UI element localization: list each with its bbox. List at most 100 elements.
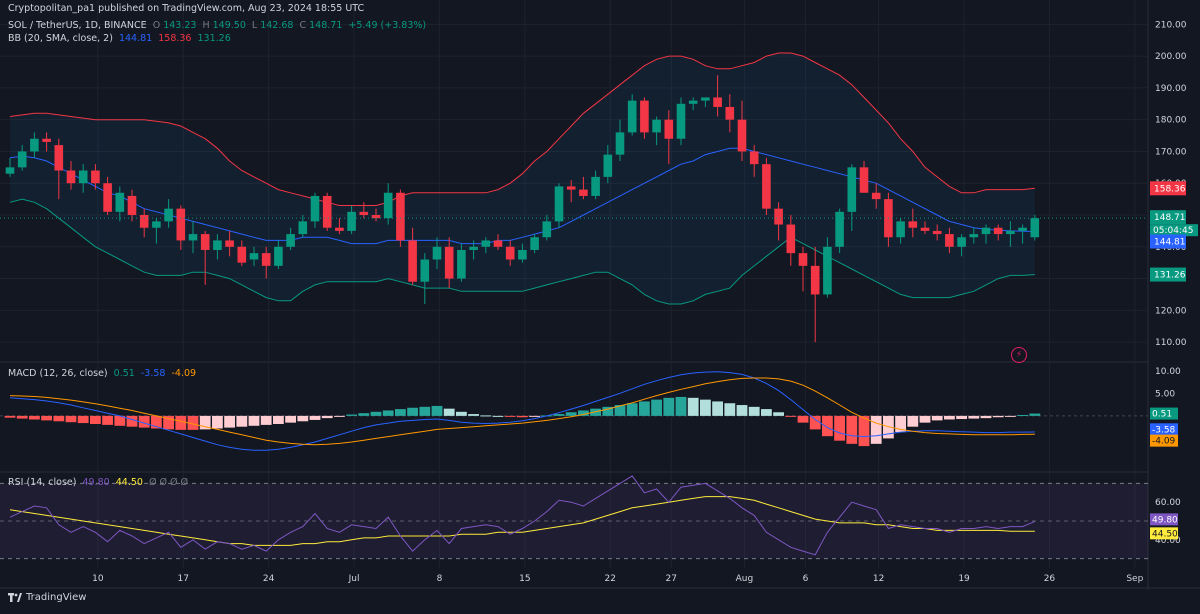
candle	[188, 234, 198, 241]
symbol-legend[interactable]: SOL / TetherUS, 1D, BINANCE O 143.23 H 149…	[8, 20, 427, 31]
candle	[127, 195, 137, 216]
bb-upper-line	[9, 52, 1035, 206]
candle	[835, 211, 844, 247]
candle	[78, 170, 88, 184]
candle	[1018, 227, 1027, 231]
candle	[286, 234, 295, 247]
candle	[249, 253, 259, 260]
candle	[164, 208, 173, 222]
macd-hist-bar	[248, 415, 260, 426]
macd-hist-bar	[114, 415, 126, 426]
candle	[847, 167, 857, 212]
bb-fill	[10, 52, 1035, 304]
price-tick-label-0: 110.00	[1155, 338, 1187, 348]
price-tick-label-10: 210.00	[1155, 20, 1187, 30]
candle	[30, 138, 39, 152]
candle	[493, 240, 503, 247]
bb-legend[interactable]: BB (20, SMA, close, 2) 144.81 158.36 131…	[8, 33, 234, 44]
x-tick-label-1: 17	[178, 574, 189, 584]
x-tick-label-3: Jul	[348, 574, 360, 584]
candle	[347, 211, 356, 231]
price-tick-label-7: 180.00	[1155, 116, 1187, 126]
candle	[762, 164, 771, 209]
x-tick-label-11: 19	[958, 574, 970, 584]
candle	[676, 103, 686, 139]
candle	[139, 215, 149, 228]
candle	[932, 230, 942, 235]
lightning-icon[interactable]: ⚡	[1011, 347, 1027, 363]
macd-line-badge: -3.58	[1152, 425, 1176, 435]
candle	[420, 259, 430, 282]
macd-hist-badge: 0.51	[1152, 410, 1172, 420]
candle	[5, 167, 15, 174]
candle	[823, 246, 832, 295]
bb-upper-value: 158.36	[158, 33, 192, 44]
candle	[152, 221, 161, 228]
ohlc-change: +5.49 (+3.83%)	[348, 20, 427, 31]
candle	[591, 176, 600, 196]
macd-hist-bar	[968, 415, 980, 419]
candle	[261, 253, 271, 266]
price-tick-label-9: 200.00	[1155, 52, 1187, 62]
macd-hist-bar	[382, 410, 394, 416]
ohlc-low: 142.68	[260, 20, 294, 31]
macd-hist-bar	[334, 415, 345, 417]
macd-hist-value: 0.51	[113, 368, 135, 379]
macd-hist-bar	[456, 411, 467, 416]
macd-label: MACD (12, 26, close)	[8, 368, 108, 379]
candle	[432, 246, 442, 260]
rsi-ma-line	[9, 496, 1035, 546]
bb-upper-badge-bg	[1150, 181, 1186, 196]
macd-hist-bar	[992, 415, 1004, 418]
macd-tick-label-0: 5.00	[1155, 389, 1175, 399]
macd-hist-bar	[285, 415, 296, 423]
macd-hist-bar	[163, 415, 174, 430]
macd-legend[interactable]: MACD (12, 26, close) 0.51 -3.58 -4.09	[8, 368, 199, 379]
macd-hist-bar	[370, 411, 382, 416]
macd-hist-bar	[651, 399, 662, 416]
candle	[615, 132, 625, 155]
candle	[542, 221, 552, 238]
macd-hist-bar	[492, 415, 504, 417]
macd-hist-bar	[236, 415, 248, 427]
candle	[701, 97, 710, 101]
macd-hist-bar	[736, 405, 748, 416]
candle	[725, 106, 735, 120]
countdown-bg	[1150, 224, 1198, 237]
candle	[274, 246, 283, 266]
candle	[371, 215, 381, 219]
candle	[713, 97, 722, 107]
ohlc-open: 143.23	[163, 20, 197, 31]
macd-hist-bar	[29, 415, 40, 420]
macd-hist-bar	[565, 412, 577, 416]
macd-hist-bar	[773, 412, 784, 416]
macd-hist-bar	[1017, 414, 1028, 416]
candle	[896, 221, 905, 238]
price-tick-label-6: 170.00	[1155, 147, 1187, 157]
candle	[664, 119, 674, 139]
macd-signal-value: -4.09	[171, 368, 197, 379]
candle	[920, 227, 930, 231]
bb-basis-value: 144.81	[118, 33, 153, 44]
macd-hist-bar	[41, 415, 52, 421]
macd-line-badge-bg	[1150, 423, 1178, 436]
macd-hist-bar	[712, 401, 723, 416]
ohlc-close: 148.71	[309, 20, 343, 31]
macd-hist-bar	[529, 415, 540, 417]
macd-hist-bar	[419, 406, 431, 416]
macd-hist-bar	[919, 415, 931, 423]
rsi-legend[interactable]: RSI (14, close) 49.80 44.50 Ø Ø Ø Ø	[8, 477, 191, 488]
candle	[115, 192, 125, 212]
candle	[859, 167, 869, 193]
ohlc-high: 149.50	[212, 20, 246, 31]
rsi-band-fill	[0, 483, 1148, 559]
candle	[457, 249, 466, 279]
tradingview-logo-icon	[8, 592, 22, 602]
macd-hist-bar	[431, 405, 443, 416]
bb-lower-line	[9, 198, 1035, 305]
macd-signal-line	[9, 377, 1035, 446]
footer-brand[interactable]: TradingView	[8, 592, 86, 603]
macd-hist-bar	[809, 415, 821, 430]
macd-hist-bar	[199, 415, 211, 430]
